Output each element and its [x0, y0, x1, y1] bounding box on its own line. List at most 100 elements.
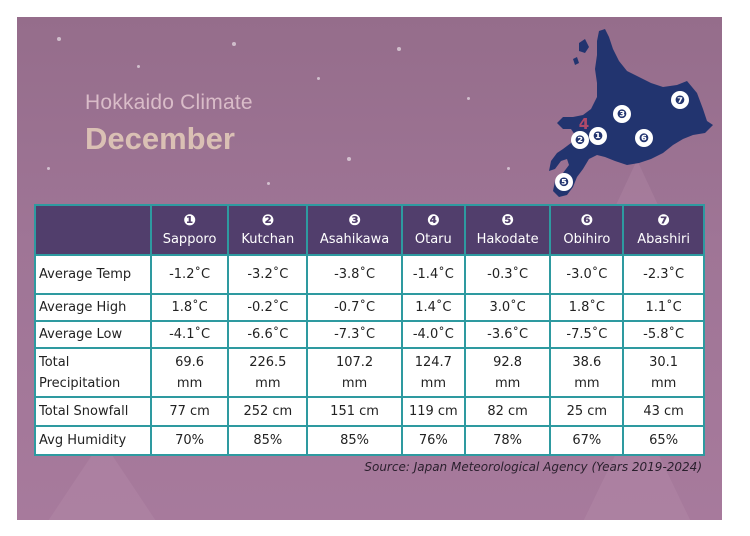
map-marker-kutchan: ❷: [571, 131, 589, 149]
snowflake: [507, 167, 510, 170]
snowflake: [47, 167, 50, 170]
table-cell: 78%: [463, 425, 552, 456]
table-cell: 124.7 mm: [400, 347, 466, 398]
column-name: Kutchan: [241, 232, 295, 247]
cell-unit: mm: [255, 375, 281, 391]
table-row-average-temp: Average Temp -1.2˚C -3.2˚C -3.8˚C -1.4˚C…: [34, 254, 705, 295]
table-cell: 119 cm: [400, 396, 466, 427]
table-cell: 30.1 mm: [622, 347, 705, 398]
table-cell: 1.1˚C: [622, 293, 705, 322]
table-cell: 76%: [400, 425, 466, 456]
table-cell: -0.2˚C: [227, 293, 309, 322]
table-cell: -6.6˚C: [227, 320, 309, 349]
table-cell: 38.6 mm: [549, 347, 625, 398]
cell-unit: mm: [341, 375, 368, 391]
title-month: December: [85, 121, 235, 156]
column-header-sapporo: ❶ Sapporo: [149, 204, 230, 256]
table-cell: 1.8˚C: [549, 293, 625, 322]
table-cell: 107.2 mm: [306, 347, 403, 398]
row-label: Average High: [34, 293, 152, 322]
table-cell: 1.8˚C: [149, 293, 230, 322]
tree-silhouette: [583, 410, 691, 520]
cell-unit: mm: [494, 375, 521, 391]
table-cell: -4.1˚C: [149, 320, 230, 349]
table-cell: -0.3˚C: [463, 254, 552, 295]
map-marker-sapporo: ❶: [589, 127, 607, 145]
snowflake: [467, 97, 470, 100]
table-cell: -2.3˚C: [622, 254, 705, 295]
table-row-total-snowfall: Total Snowfall 77 cm 252 cm 151 cm 119 c…: [34, 396, 705, 427]
column-number: ❸: [348, 211, 361, 229]
table-cell: 252 cm: [227, 396, 309, 427]
title-region: Hokkaido Climate: [85, 91, 253, 114]
climate-table: ❶ Sapporo ❷ Kutchan ❸ Asahikawa ❹ Otaru ❺ Hak…: [34, 204, 705, 456]
hokkaido-map-shape: [549, 29, 713, 197]
column-name: Hakodate: [476, 232, 539, 247]
column-number: ❶: [183, 211, 196, 229]
column-number: ❼: [657, 211, 670, 229]
table-cell: 67%: [549, 425, 625, 456]
cell-value: 38.6: [572, 354, 602, 370]
cell-unit: mm: [574, 375, 600, 391]
column-number: ❹: [426, 211, 440, 229]
header-corner: [34, 204, 152, 256]
table-cell: -4.0˚C: [400, 320, 466, 349]
table-cell: 43 cm: [622, 396, 705, 427]
map-marker-asahikawa: ❸: [613, 105, 631, 123]
row-label: Average Temp: [34, 254, 152, 295]
column-header-hakodate: ❺ Hakodate: [463, 204, 552, 256]
table-row-average-low: Average Low -4.1˚C -6.6˚C -7.3˚C -4.0˚C …: [34, 320, 705, 349]
table-cell: -3.8˚C: [306, 254, 403, 295]
table-cell: -5.8˚C: [622, 320, 705, 349]
column-header-abashiri: ❼ Abashiri: [622, 204, 705, 256]
cell-value: 124.7: [414, 354, 452, 370]
table-cell: 82 cm: [463, 396, 552, 427]
table-cell: 85%: [306, 425, 403, 456]
table-cell: -7.3˚C: [306, 320, 403, 349]
snowflake: [347, 157, 351, 161]
table-row-total-precipitation: Total Precipitation 69.6 mm 226.5 mm 107.2 m…: [34, 347, 705, 398]
row-label: Total Precipitation: [34, 347, 152, 398]
table-cell: 151 cm: [306, 396, 403, 427]
row-label: Average Low: [34, 320, 152, 349]
header-row: ❶ Sapporo ❷ Kutchan ❸ Asahikawa ❹ Otaru ❺ Hak…: [34, 204, 705, 256]
infographic-card: Hokkaido Climate December ❶ ❷ ❸ 4 ❺ ❻ ❼ …: [17, 17, 722, 520]
table-row-avg-humidity: Avg Humidity 70% 85% 85% 76% 78% 67% 65%: [34, 425, 705, 456]
map-marker-otaru: 4: [578, 115, 590, 133]
row-label: Total Snowfall: [34, 396, 152, 427]
row-label-line: Precipitation: [39, 375, 121, 391]
table-cell: 85%: [227, 425, 309, 456]
column-header-kutchan: ❷ Kutchan: [227, 204, 309, 256]
table-cell: -3.6˚C: [463, 320, 552, 349]
table-cell: 70%: [149, 425, 230, 456]
column-number: ❺: [501, 211, 514, 229]
table-cell: 92.8 mm: [463, 347, 552, 398]
cell-unit: mm: [176, 375, 203, 391]
column-name: Asahikawa: [319, 232, 390, 247]
snowflake: [137, 65, 140, 68]
cell-value: 107.2: [335, 354, 374, 370]
table-cell: 226.5 mm: [227, 347, 309, 398]
column-header-asahikawa: ❸ Asahikawa: [306, 204, 403, 256]
source-note: Source: Japan Meteorological Agency (Yea…: [364, 460, 702, 474]
table-cell: -7.5˚C: [549, 320, 625, 349]
table-cell: -3.2˚C: [227, 254, 309, 295]
table-row-average-high: Average High 1.8˚C -0.2˚C -0.7˚C 1.4˚C 3…: [34, 293, 705, 322]
column-name: Sapporo: [162, 232, 217, 247]
snowflake: [267, 182, 270, 185]
cell-unit: mm: [420, 375, 446, 391]
cell-value: 30.1: [649, 354, 679, 370]
map-marker-obihiro: ❻: [635, 129, 653, 147]
column-number: ❷: [261, 211, 275, 229]
map-marker-hakodate: ❺: [555, 173, 573, 191]
column-name: Obihiro: [563, 232, 611, 247]
row-label: Avg Humidity: [34, 425, 152, 456]
table-cell: 65%: [622, 425, 705, 456]
hokkaido-map: ❶ ❷ ❸ 4 ❺ ❻ ❼: [527, 25, 722, 205]
row-label-line: Total: [39, 354, 70, 370]
table-cell: 77 cm: [149, 396, 230, 427]
table-cell: -0.7˚C: [306, 293, 403, 322]
column-name: Abashiri: [637, 232, 690, 247]
table-cell: -3.0˚C: [549, 254, 625, 295]
snowflake: [232, 42, 236, 46]
